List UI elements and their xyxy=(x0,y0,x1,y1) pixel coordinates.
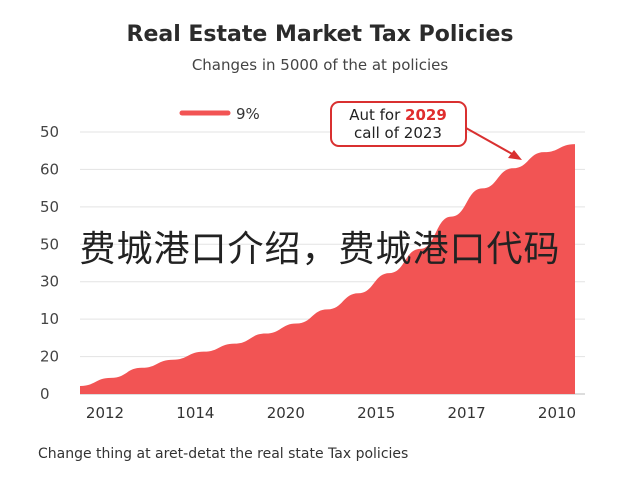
legend-label: 9% xyxy=(236,105,260,123)
y-tick-label: 10 xyxy=(40,310,59,328)
y-tick-label: 50 xyxy=(40,123,59,141)
x-tick-label: 1014 xyxy=(176,404,214,422)
chart-footer: Change thing at aret-detat the real stat… xyxy=(38,446,409,462)
x-tick-label: 2020 xyxy=(267,404,305,422)
x-tick-label: 2015 xyxy=(357,404,395,422)
x-tick-label: 2017 xyxy=(448,404,486,422)
annotation-arrowhead xyxy=(508,150,522,160)
chart-title: Real Estate Market Tax Policies xyxy=(126,22,514,47)
annotation-arrow-line xyxy=(465,127,515,156)
y-tick-label: 0 xyxy=(40,385,50,403)
area-series xyxy=(80,144,575,394)
y-tick-label: 60 xyxy=(40,160,59,178)
overlay-caption: 费城港口介绍，费城港口代码 xyxy=(79,229,561,270)
annotation-box xyxy=(330,101,467,147)
y-tick-label: 20 xyxy=(40,348,59,366)
x-tick-label: 2012 xyxy=(86,404,124,422)
y-tick-label: 50 xyxy=(40,198,59,216)
annotation-line2: call of 2023 xyxy=(354,124,442,142)
annotation-line1: Aut for 2029 xyxy=(349,106,447,124)
x-tick-label: 2010 xyxy=(538,404,576,422)
chart-subtitle: Changes in 5000 of the at policies xyxy=(191,56,449,74)
y-tick-label: 30 xyxy=(40,273,59,291)
y-tick-label: 50 xyxy=(40,235,59,253)
